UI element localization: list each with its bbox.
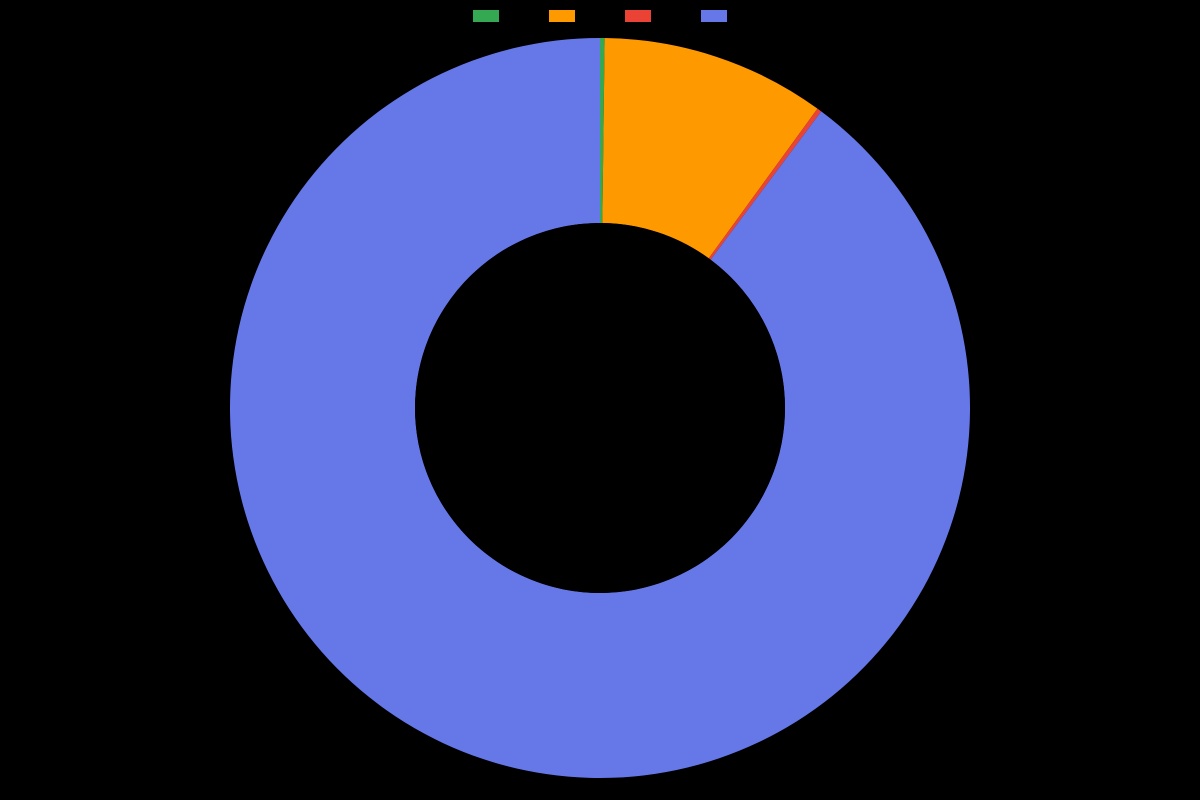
legend-swatch-2 (625, 10, 651, 22)
legend-item-1 (549, 10, 575, 22)
legend-swatch-1 (549, 10, 575, 22)
legend-swatch-3 (701, 10, 727, 22)
legend-item-2 (625, 10, 651, 22)
donut-hole (415, 223, 785, 593)
legend-swatch-0 (473, 10, 499, 22)
chart-legend (0, 0, 1200, 24)
donut-chart (220, 28, 980, 788)
legend-item-0 (473, 10, 499, 22)
chart-container (0, 24, 1200, 800)
legend-item-3 (701, 10, 727, 22)
